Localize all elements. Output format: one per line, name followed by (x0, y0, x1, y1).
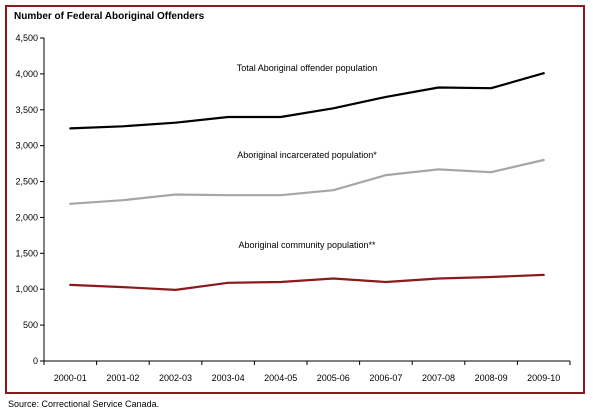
data-point (227, 281, 230, 284)
data-point (227, 194, 230, 197)
line-chart: 0 500 1,000 1,500 2,000 2,500 3,000 3,500 4,000 4… (15, 33, 571, 383)
data-point (69, 202, 72, 205)
chart-frame: Number of Federal Aboriginal Offenders 0… (5, 5, 585, 394)
y-tick-label: 2,000 (15, 212, 38, 222)
x-tick-label: 2003-04 (212, 373, 245, 383)
series-label: Aboriginal community population** (238, 240, 376, 250)
data-point (122, 286, 124, 288)
x-tick-label: 2005-06 (317, 373, 350, 383)
data-point (227, 116, 230, 118)
y-tick-label: 1,500 (15, 248, 38, 258)
data-point (279, 116, 282, 118)
x-tick-label: 2002-03 (159, 373, 192, 383)
y-tick-label: 3,500 (15, 105, 38, 115)
data-point (122, 125, 124, 128)
data-point (542, 273, 545, 276)
x-tick-label: 2009-10 (527, 373, 560, 383)
y-tick-label: 1,000 (15, 284, 38, 294)
data-point (332, 277, 335, 280)
y-tick-label: 500 (23, 320, 38, 330)
x-tick-label: 2006-07 (369, 373, 402, 383)
data-point (279, 194, 282, 197)
y-tick-label: 2,500 (15, 177, 38, 187)
series-line (69, 72, 545, 130)
y-tick-label: 4,000 (15, 69, 38, 79)
y-tick-label: 0 (33, 356, 38, 366)
source-note: Source: Correctional Service Canada. (8, 399, 160, 409)
data-point (122, 199, 124, 202)
data-point (69, 127, 72, 130)
data-point (385, 95, 387, 98)
data-point (332, 107, 335, 110)
x-tick-label: 2004-05 (264, 373, 297, 383)
data-point (437, 277, 440, 280)
data-point (542, 159, 545, 161)
y-tick-label: 4,500 (15, 33, 38, 43)
data-point (332, 189, 335, 192)
data-point (69, 284, 72, 286)
x-tick-label: 2000-01 (54, 373, 87, 383)
data-point (490, 171, 492, 174)
data-point (437, 86, 440, 89)
series-line (69, 158, 545, 205)
chart-title: Number of Federal Aboriginal Offenders (14, 11, 205, 22)
series-label: Aboriginal incarcerated population* (237, 150, 377, 160)
data-point (385, 281, 387, 283)
data-point (174, 121, 177, 124)
data-point (174, 193, 177, 196)
series-line (69, 273, 545, 291)
x-tick-label: 2008-09 (475, 373, 508, 383)
x-tick-label: 2001-02 (106, 373, 139, 383)
data-point (385, 174, 387, 176)
data-point (437, 168, 440, 171)
series-label: Total Aboriginal offender population (237, 63, 377, 73)
data-point (490, 276, 492, 278)
data-point (174, 289, 177, 291)
data-point (279, 281, 282, 283)
data-point (490, 87, 492, 90)
data-point (542, 72, 545, 75)
y-tick-label: 3,000 (15, 141, 38, 151)
x-tick-label: 2007-08 (422, 373, 455, 383)
